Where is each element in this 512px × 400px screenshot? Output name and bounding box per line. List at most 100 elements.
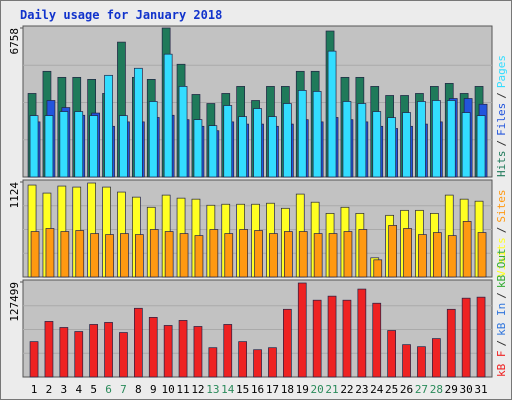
bar <box>432 338 441 378</box>
x-tick-label: 10 <box>162 383 175 396</box>
chart-title: Daily usage for January 2018 <box>20 8 222 22</box>
bar <box>283 308 292 378</box>
bar <box>402 344 411 378</box>
bar <box>208 347 218 378</box>
bar <box>119 115 128 178</box>
bar <box>461 297 471 378</box>
bar <box>223 105 233 178</box>
legend-entry: Pages <box>495 55 508 88</box>
bar <box>179 233 189 278</box>
bar <box>477 232 487 278</box>
bar <box>433 232 442 278</box>
x-tick-label: 26 <box>400 383 413 396</box>
bar <box>119 332 128 378</box>
bar <box>327 50 337 178</box>
bar <box>120 233 129 278</box>
legend-separator: / <box>495 340 508 347</box>
bar <box>104 74 113 178</box>
bar <box>312 91 322 178</box>
legend-entry: kB Out <box>495 248 508 288</box>
bar <box>135 234 144 278</box>
bar <box>268 116 277 178</box>
bar <box>283 103 292 178</box>
bar <box>253 349 262 378</box>
bar <box>284 231 293 278</box>
bar <box>89 115 99 178</box>
bar <box>163 325 173 378</box>
bar <box>238 116 247 178</box>
bar <box>254 230 263 278</box>
bar <box>164 231 174 278</box>
bar <box>387 117 396 178</box>
x-tick-label: 22 <box>340 383 353 396</box>
x-tick-label: 11 <box>176 383 189 396</box>
bar <box>357 103 367 178</box>
bar <box>253 108 262 178</box>
x-tick-label: 6 <box>105 383 112 396</box>
x-tick-label: 16 <box>251 383 264 396</box>
x-tick-label: 8 <box>135 383 142 396</box>
bar <box>208 125 218 178</box>
x-tick-label: 21 <box>325 383 338 396</box>
x-tick-label: 17 <box>266 383 279 396</box>
x-tick-label: 31 <box>474 383 487 396</box>
bar <box>328 233 338 278</box>
x-tick-label: 24 <box>370 383 384 396</box>
legend-separator: / <box>495 92 508 99</box>
y-tick-label: 127499 <box>8 282 21 322</box>
bar <box>388 225 397 278</box>
x-tick-label: 2 <box>46 383 53 396</box>
legend-entry: kB F <box>495 351 508 378</box>
x-tick-label: 27 <box>415 383 428 396</box>
bar <box>59 111 69 178</box>
bar <box>239 229 248 278</box>
legend-entry: Visits <box>495 237 508 277</box>
legend-entry: Sites <box>495 190 508 223</box>
x-tick-label: 14 <box>221 383 235 396</box>
y-tick-label: 6758 <box>8 28 21 55</box>
bar <box>44 321 54 378</box>
bar <box>343 231 353 278</box>
bar <box>89 324 99 378</box>
bar <box>29 115 39 178</box>
bar <box>357 288 367 378</box>
bar <box>104 322 113 378</box>
bar <box>387 330 396 378</box>
x-tick-label: 18 <box>281 383 294 396</box>
legend-entry: Files <box>495 103 508 136</box>
bar <box>461 112 471 178</box>
bar <box>342 101 352 178</box>
bar <box>45 228 55 278</box>
bar <box>268 347 277 378</box>
bar <box>148 101 158 178</box>
bar <box>194 235 204 278</box>
bar <box>358 229 368 278</box>
bar <box>209 229 219 278</box>
bar <box>90 233 100 278</box>
x-tick-label: 9 <box>150 383 157 396</box>
bar <box>298 231 308 278</box>
bar <box>193 326 203 378</box>
legend-separator: / <box>495 227 508 234</box>
bar <box>447 235 457 278</box>
bar <box>418 234 427 278</box>
bar <box>134 307 143 378</box>
bar <box>193 119 203 178</box>
x-tick-label: 12 <box>191 383 204 396</box>
bar <box>74 331 84 378</box>
bar <box>30 231 40 278</box>
x-tick-label: 29 <box>445 383 458 396</box>
legend: Hits / Files / Pages <box>495 55 508 177</box>
bar <box>372 111 382 178</box>
bar <box>403 228 412 278</box>
bar <box>60 231 70 278</box>
y-tick-label: 1124 <box>8 182 21 209</box>
bar <box>163 53 173 178</box>
bar <box>312 299 322 378</box>
bar <box>149 229 159 278</box>
bar <box>417 101 426 178</box>
legend: kB F / kB In / kB Out <box>495 248 508 377</box>
bar <box>327 295 337 378</box>
bar <box>297 90 307 178</box>
